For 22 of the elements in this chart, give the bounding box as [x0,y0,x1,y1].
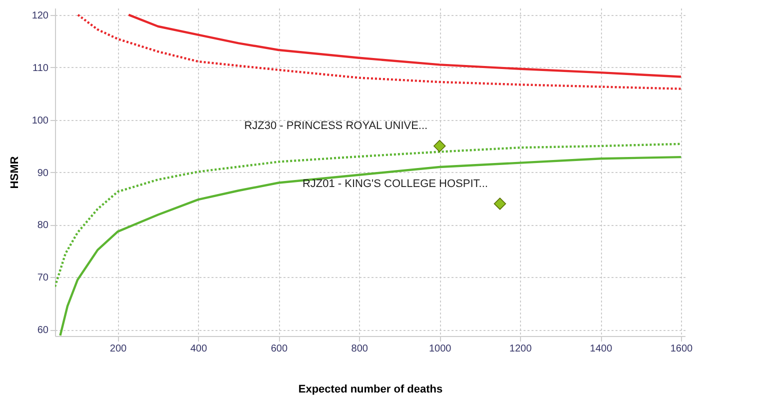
y-axis-title: HSMR [8,156,21,189]
x-tick-label: 800 [351,344,368,354]
y-tick-label: 80 [37,220,49,232]
line-series [59,156,682,336]
annotation: RJZ30 - PRINCESS ROYAL UNIVE... [244,120,428,132]
y-tick-label: 60 [37,325,49,336]
x-tick-label: 600 [270,344,288,354]
y-tick-label: 100 [32,115,49,126]
x-tick-label: 200 [110,344,128,354]
x-tick-label: 1000 [428,344,452,354]
y-tick-label: 110 [32,62,49,74]
x-tick-label: 1400 [590,344,613,354]
annotation: RJZ01 - KING'S COLLEGE HOSPIT... [302,178,488,190]
x-tick-label: 1600 [670,344,694,354]
x-axis-title: Expected number of deaths [298,384,443,396]
x-tick-label: 1200 [509,344,532,354]
y-tick-label: 70 [37,272,49,284]
x-tick-label: 400 [190,344,208,354]
line-series [76,14,682,90]
line-series [128,14,682,78]
y-tick-label: 90 [37,168,49,179]
y-tick-label: 120 [32,10,49,22]
